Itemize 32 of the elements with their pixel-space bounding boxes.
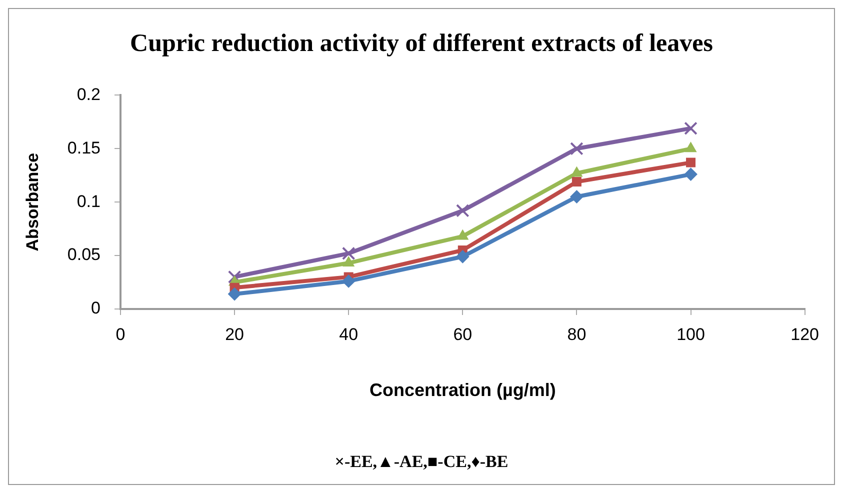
y-tick-label: 0.2 [76,84,100,104]
y-tick-label: 0.05 [67,245,100,264]
point [570,142,584,156]
point [684,122,698,135]
point [456,230,468,240]
chart-title: Cupric reduction activity of different extracts of leaves [129,29,714,59]
y-axis-title: Absorbance [22,152,42,252]
x-tick-label: 20 [225,324,244,344]
point [228,288,242,301]
point [342,274,356,288]
point [685,142,696,152]
point [684,168,698,181]
point [342,246,356,260]
point [456,204,470,218]
point [456,250,470,264]
text: ×-EE,▲-AE,■-CE,♦-BE [334,452,510,472]
y-tick-label: 0.1 [76,192,100,211]
point [570,190,584,204]
x-tick-label: 120 [790,324,820,344]
x-tick-label: 80 [567,324,586,344]
x-tick-label: 60 [453,324,472,344]
y-tick-label: 0 [91,298,100,318]
point [686,158,696,168]
point [228,270,242,284]
x-tick-label: 0 [116,324,126,344]
point [572,177,582,187]
x-axis-title: Concentration (µg/ml) [369,380,556,400]
point [571,166,582,177]
x-tick-label: 100 [676,324,705,344]
y-tick-label: 0.15 [67,138,100,158]
point [342,256,354,267]
x-tick-label: 40 [339,324,358,344]
